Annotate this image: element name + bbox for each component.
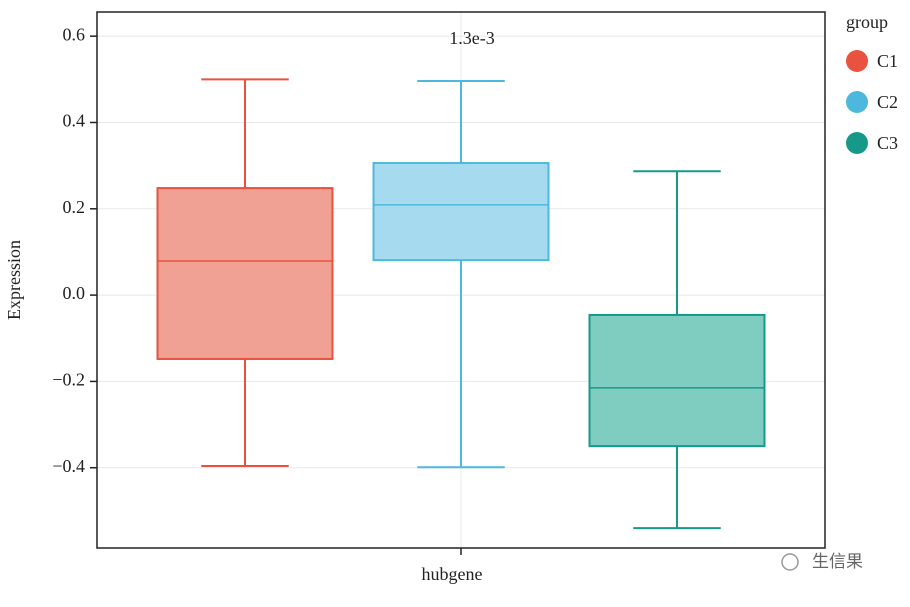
x-axis-label: hubgene — [422, 564, 483, 584]
y-tick-label: 0.2 — [63, 197, 86, 217]
y-tick-label: 0.0 — [63, 283, 86, 303]
legend-swatch — [846, 91, 868, 113]
box — [372, 162, 550, 262]
legend-label: C3 — [877, 133, 898, 153]
y-tick-label: −0.4 — [52, 456, 85, 476]
box-group — [156, 78, 334, 468]
watermark: 生信果 — [781, 552, 863, 572]
y-tick-label: 0.4 — [63, 111, 86, 131]
box-group — [588, 170, 766, 530]
legend-title: group — [846, 12, 888, 32]
box-group — [372, 80, 550, 469]
legend-label: C2 — [877, 92, 898, 112]
y-tick-label: −0.2 — [52, 370, 85, 390]
watermark-icon — [781, 553, 799, 571]
box — [156, 187, 334, 360]
legend-swatch — [846, 132, 868, 154]
watermark-text: 生信果 — [812, 552, 863, 572]
annotation: 1.3e-3 — [449, 28, 494, 48]
legend-label: C1 — [877, 51, 898, 71]
box — [588, 313, 766, 448]
y-tick-label: 0.6 — [63, 24, 86, 44]
plot-layer: 0.6 0.4 0.2 0.0 −0.2 −0.4 — [52, 12, 825, 555]
plot-frame — [96, 11, 826, 549]
y-axis-label: Expression — [4, 240, 24, 320]
legend-swatch — [846, 50, 868, 72]
